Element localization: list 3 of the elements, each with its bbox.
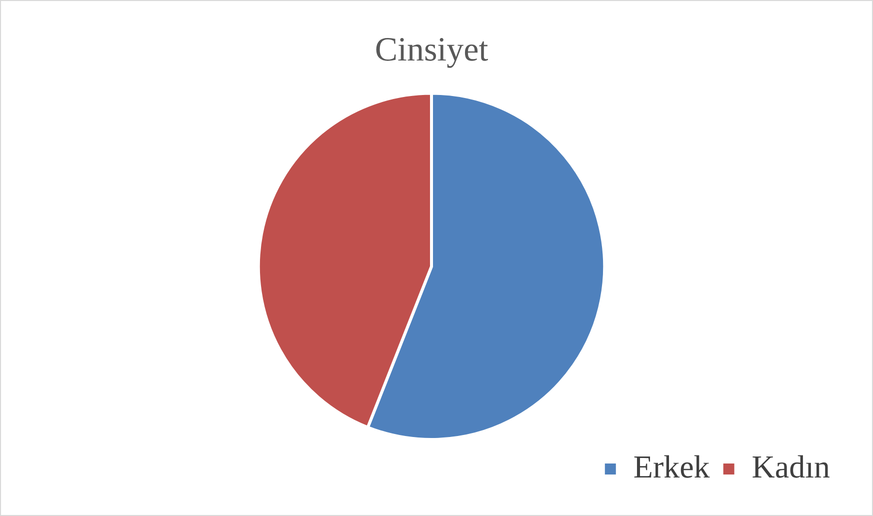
legend-label: Kadın	[752, 448, 830, 484]
chart-title: Cinsiyet	[374, 31, 489, 68]
legend-label: Erkek	[633, 448, 710, 484]
